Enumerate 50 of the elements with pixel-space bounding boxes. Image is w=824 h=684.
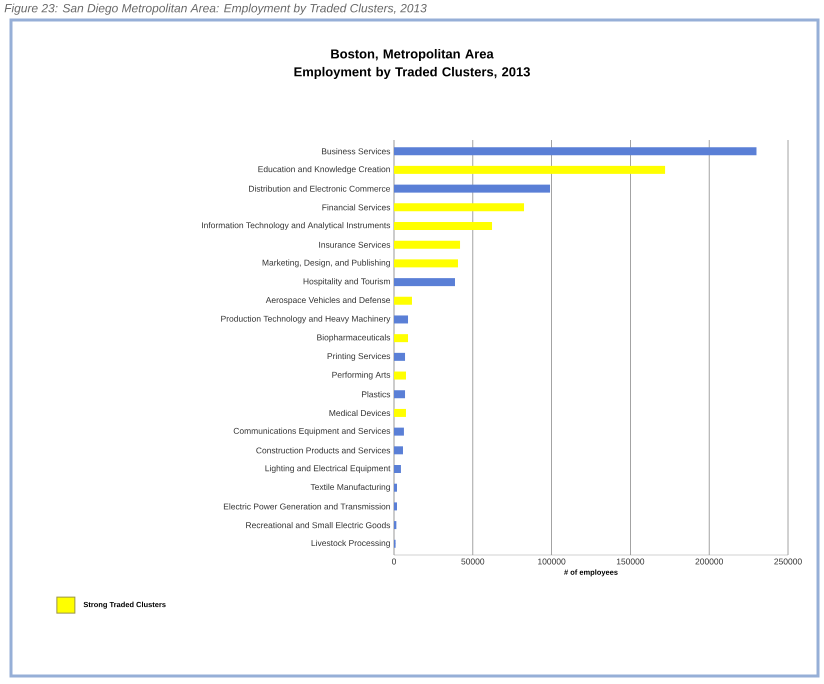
x-tick-label: 250000: [774, 558, 802, 565]
bar: [394, 315, 408, 324]
y-tick-label: Performing Arts: [332, 372, 390, 380]
bar: [394, 390, 406, 398]
y-tick-label: Biopharmaceuticals: [317, 334, 390, 342]
y-tick-label: Information Technology and Analytical Instruments: [202, 222, 390, 230]
y-tick-label: Financial Services: [322, 204, 390, 210]
y-tick-label: Textile Manufacturing: [310, 484, 390, 492]
y-tick-label: Livestock Processing: [312, 540, 390, 548]
y-tick-label: Insurance Services: [319, 242, 390, 248]
bar: [394, 259, 458, 268]
y-tick-label: Marketing, Design, and Publishing: [262, 259, 390, 268]
bar: [394, 222, 492, 230]
bar: [394, 502, 397, 510]
bar: [394, 484, 397, 492]
bar: [394, 296, 412, 305]
y-tick-label: Education and Knowledge Creation: [258, 166, 390, 174]
y-tick-label: Recreational and Small Electric Goods: [246, 522, 390, 528]
y-tick-label: Business Services: [322, 148, 390, 154]
y-tick-label: Medical Devices: [330, 410, 390, 416]
bar: [394, 465, 401, 474]
caption: Figure 23: San Diego Metropolitan Area: Employment by Traded Clusters, 2013: [4, 4, 427, 15]
bar: [394, 240, 460, 249]
bar: [394, 428, 404, 436]
bar: [394, 446, 403, 454]
chart-title: Boston, Metropolitan Area Employment by Traded Clusters, 2013: [294, 48, 530, 79]
bar: [394, 372, 406, 380]
bar: [394, 203, 524, 212]
y-tick-label: Lighting and Electrical Equipment: [265, 465, 390, 473]
bar: [394, 184, 550, 193]
y-tick-label: Production Technology and Heavy Machinery: [221, 316, 390, 324]
bar: [394, 408, 406, 417]
y-tick-label: Communications Equipment and Services: [234, 428, 390, 436]
y-tick-label: Electric Power Generation and Transmission: [224, 503, 390, 510]
y-tick-label: Printing Services: [328, 352, 390, 361]
x-tick-label: 150000: [616, 558, 644, 565]
x-tick-label: 200000: [696, 558, 723, 565]
x-tick-label: 50000: [461, 558, 484, 565]
y-tick-label: Hospitality and Tourism: [304, 278, 390, 286]
y-tick-label: Plastics: [362, 391, 390, 398]
y-tick-label: Distribution and Electronic Commerce: [249, 185, 390, 192]
y-tick-label: Construction Products and Services: [256, 447, 390, 454]
bar: [394, 278, 455, 286]
bar: [394, 166, 666, 174]
bar: [394, 147, 756, 156]
bar: [394, 334, 408, 342]
x-tick-label: 100000: [538, 558, 566, 565]
bar: [394, 352, 406, 361]
y-tick-label: Aerospace Vehicles and Defense: [266, 296, 390, 305]
x-tick-label: 0: [392, 558, 396, 565]
